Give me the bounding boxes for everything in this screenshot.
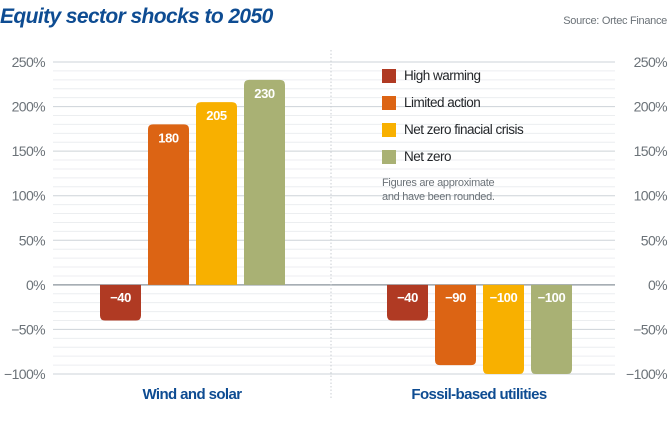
legend-item-net-zero: Net zero xyxy=(382,143,542,170)
legend-item-high-warming: High warming xyxy=(382,62,542,89)
data-label: −90 xyxy=(445,290,466,305)
y-tick-label-left: 100% xyxy=(12,188,46,204)
data-label: −40 xyxy=(110,290,131,305)
data-label: 205 xyxy=(206,108,227,123)
data-label: 230 xyxy=(254,86,275,101)
legend: High warming Limited action Net zero fin… xyxy=(382,62,542,204)
legend-item-net-zero-financial-crisis: Net zero finacial crisis xyxy=(382,116,542,143)
y-tick-label-right: 200% xyxy=(634,99,668,115)
bar xyxy=(100,284,141,321)
bar xyxy=(244,79,285,285)
note-line: Figures are approximate xyxy=(382,177,495,189)
legend-swatch xyxy=(382,95,396,110)
bar xyxy=(483,284,524,374)
y-tick-label-right: 100% xyxy=(634,188,668,204)
y-tick-label-left: 0% xyxy=(26,277,45,293)
bar xyxy=(387,284,428,321)
y-tick-label-left: −50% xyxy=(11,321,45,337)
source-note: Source: Ortec Finance xyxy=(563,15,667,27)
legend-label: Limited action xyxy=(404,95,481,110)
data-label: −40 xyxy=(397,290,418,305)
data-label: 180 xyxy=(158,130,179,145)
y-tick-label-right: 0% xyxy=(648,277,667,293)
y-tick-label-right: 150% xyxy=(634,143,668,159)
y-tick-label-right: −50% xyxy=(633,321,667,337)
legend-swatch xyxy=(382,149,396,164)
y-tick-label-left: 150% xyxy=(12,143,46,159)
bar xyxy=(435,284,476,366)
legend-label: Net zero xyxy=(404,149,452,164)
legend-swatch xyxy=(382,122,396,137)
bar xyxy=(196,102,237,285)
bar xyxy=(531,284,572,374)
x-category-label: Wind and solar xyxy=(143,386,243,403)
y-tick-label-right: 250% xyxy=(634,54,668,70)
legend-item-limited-action: Limited action xyxy=(382,89,542,116)
bar xyxy=(148,124,189,285)
approximation-note: Figures are approximate and have been ro… xyxy=(382,176,542,204)
legend-label: High warming xyxy=(404,68,481,83)
y-tick-label-left: 200% xyxy=(12,99,46,115)
x-category-label: Fossil-based utilities xyxy=(411,386,546,403)
legend-swatch xyxy=(382,68,396,83)
chart-title: Equity sector shocks to 2050 xyxy=(0,5,273,28)
data-label: −100 xyxy=(490,290,518,305)
y-tick-label-right: −100% xyxy=(626,366,667,382)
data-label: −100 xyxy=(538,290,566,305)
y-tick-label-left: 50% xyxy=(19,232,45,248)
note-line: and have been rounded. xyxy=(382,191,495,203)
legend-label: Net zero finacial crisis xyxy=(404,122,524,137)
y-tick-label-left: −100% xyxy=(4,366,45,382)
y-tick-label-left: 250% xyxy=(12,54,46,70)
y-tick-label-right: 50% xyxy=(641,232,667,248)
